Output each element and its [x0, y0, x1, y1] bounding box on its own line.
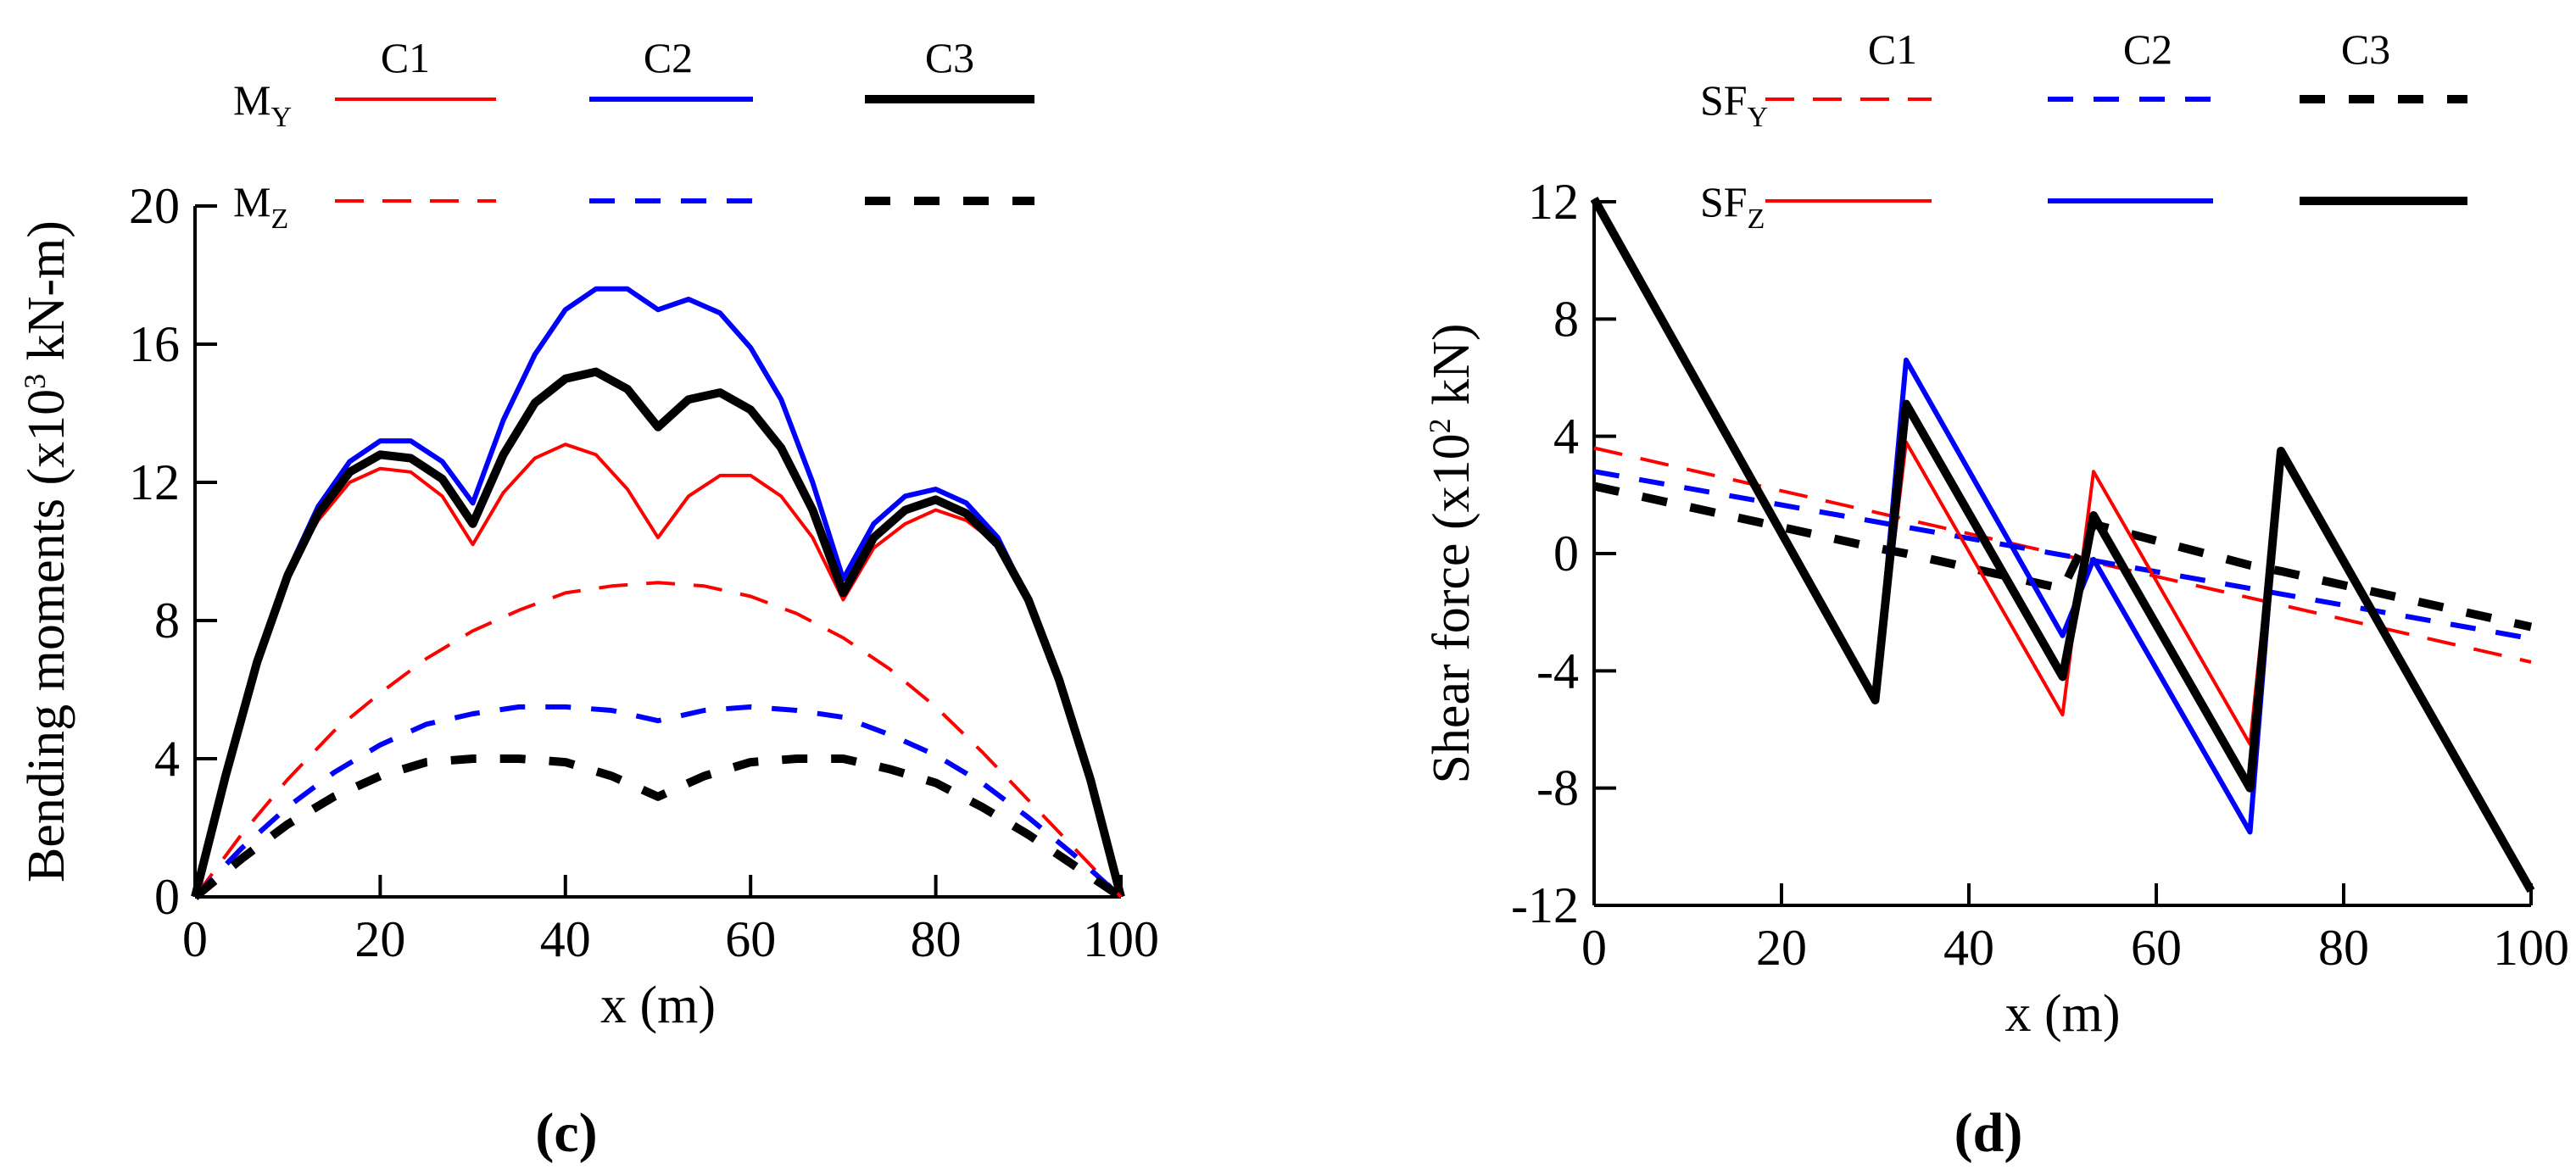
series-line-sfz-c2 [1592, 198, 2534, 893]
legend-label-main: M [233, 178, 270, 225]
legend-label-mz: MZ [233, 178, 288, 235]
y-axis-label-rest: kN) [1423, 323, 1480, 418]
x-tick-label: 40 [540, 911, 591, 967]
y-axis-label: Shear force (x102 kN) [1423, 323, 1480, 783]
x-tick-label: 20 [354, 911, 405, 967]
x-axis-label: x (m) [600, 977, 716, 1034]
series-line-mz-c2 [192, 704, 1124, 899]
x-tick-label: 0 [1581, 920, 1607, 976]
y-axis-label: Bending moments (x103 kN-m) [18, 220, 75, 882]
series-line-sfz-c3 [1590, 197, 2535, 893]
legend-label-my: MY [233, 76, 292, 133]
x-tick-label: 80 [2318, 920, 2369, 976]
series-line-mz-c1 [193, 581, 1123, 899]
legend-label-main: SF [1700, 76, 1748, 124]
y-tick-label: -8 [1536, 760, 1579, 816]
legend-label-main: M [233, 76, 270, 124]
y-tick-label: 4 [1553, 409, 1579, 465]
x-tick-label: 100 [1083, 911, 1159, 967]
x-tick-label: 40 [1943, 920, 1994, 976]
legend-header-c1: C1 [1868, 25, 1917, 73]
series-line-mz-c3 [192, 754, 1124, 901]
y-axis-label-sup: 2 [1423, 418, 1457, 433]
y-tick-label: 8 [1553, 291, 1579, 347]
x-tick-label: 100 [2493, 920, 2569, 976]
legend-label-sfy: SFY [1700, 76, 1768, 133]
legend-label-sfz: SFZ [1700, 178, 1765, 235]
x-tick-label: 0 [182, 911, 208, 967]
panel-label: (d) [1954, 1102, 2023, 1164]
legend-label-sub: Y [1748, 102, 1769, 133]
y-axis-label-rest: kN-m) [18, 220, 75, 374]
x-tick-label: 60 [725, 911, 776, 967]
x-tick-label: 20 [1756, 920, 1807, 976]
series-line-sfy-c3 [1592, 482, 2533, 632]
y-tick-label: 4 [154, 731, 180, 787]
legend-header-c3: C3 [2341, 25, 2390, 73]
y-axis-label-main: Bending moments (x10 [18, 389, 75, 882]
series-line-sfy-c2 [1593, 469, 2532, 642]
series-line-sfz-c1 [1592, 198, 2533, 892]
legend-header-c3: C3 [925, 34, 974, 81]
legend-header-c1: C1 [381, 34, 430, 81]
y-tick-label: 12 [1528, 174, 1579, 230]
y-axis-label-sup: 3 [18, 374, 52, 389]
panel-d-shear-force: 0 20 40 60 80 100 -12 -8 -4 0 4 8 12 x (m) Shear force… [1423, 25, 2569, 1164]
panel-label: (c) [535, 1102, 597, 1164]
y-tick-label: 0 [1553, 526, 1579, 582]
panel-c-bending-moments: 0 20 40 60 80 100 0 4 8 12 16 20 x (m) Bending moment… [18, 34, 1159, 1164]
legend-label-sub: Y [270, 102, 292, 133]
legend-label-sub: Z [270, 203, 288, 235]
y-tick-label: 12 [129, 454, 180, 510]
y-axis-label-main: Shear force (x10 [1423, 433, 1480, 783]
y-tick-label: -12 [1511, 877, 1579, 933]
series-line-my-c1 [193, 443, 1123, 898]
legend-header-c2: C2 [2123, 25, 2172, 73]
legend-label-sub: Z [1748, 203, 1765, 235]
legend-header-c2: C2 [644, 34, 693, 81]
legend-label-main: SF [1700, 178, 1748, 225]
y-tick-label: 20 [129, 178, 180, 234]
x-axis-label: x (m) [2004, 985, 2120, 1043]
x-tick-label: 80 [911, 911, 962, 967]
series-line-my-c3 [191, 367, 1125, 899]
x-tick-label: 60 [2131, 920, 2182, 976]
series-line-my-c2 [192, 286, 1124, 898]
y-tick-label: 8 [154, 593, 180, 649]
y-tick-label: -4 [1536, 643, 1579, 699]
y-tick-label: 16 [129, 316, 180, 372]
y-tick-label: 0 [154, 869, 180, 925]
